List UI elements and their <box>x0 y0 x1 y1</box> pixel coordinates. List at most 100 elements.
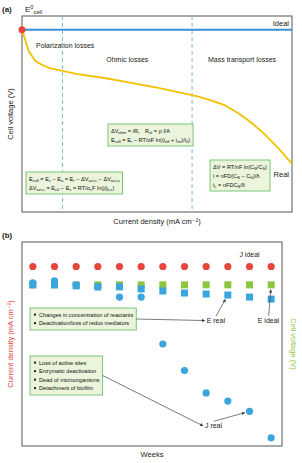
data-point <box>246 281 253 288</box>
text-part: ) <box>188 137 190 143</box>
text-part: F ln(j/j <box>92 185 107 191</box>
bullet <box>34 370 36 372</box>
data-point <box>116 283 123 290</box>
data-point <box>73 281 80 288</box>
data-point <box>29 279 36 286</box>
x-axis-label: Weeks <box>141 450 164 459</box>
equation-box: ΔVohm = iRi Rel = ρ l/AEcell = Er − RT/α… <box>108 124 193 146</box>
data-point <box>181 367 188 374</box>
series-line <box>22 30 292 164</box>
data-point <box>159 263 166 270</box>
data-point <box>268 281 275 288</box>
y-axis-label: Current density (mA cm⁻²) <box>6 300 15 388</box>
equation-box-frame <box>108 124 193 146</box>
text-part: + i <box>169 137 177 143</box>
data-point <box>224 398 231 405</box>
plot-frame <box>22 16 292 212</box>
text-part: = E <box>39 176 49 182</box>
annotation-item: Changes in concentration of reactants <box>39 312 133 318</box>
annotation-item: Loss of active sites <box>39 360 86 366</box>
text-part: − ΔV <box>97 176 111 182</box>
series-line <box>22 29 292 31</box>
region-label: Mass transport losses <box>208 56 277 64</box>
series-label: J real <box>205 422 223 429</box>
e0-point <box>19 26 26 33</box>
data-point <box>138 293 145 300</box>
equation-box: Ecell = Ec − Ea = Er − ΔVact,c − ΔVact,a… <box>26 172 123 194</box>
data-point <box>159 287 166 294</box>
annotation-frame <box>30 356 103 395</box>
annotation-arrow <box>103 376 203 426</box>
equation: i = nFD(CB − CS)/δ <box>213 173 259 181</box>
text-part: = E <box>45 185 55 191</box>
data-point <box>268 263 275 270</box>
panel-title: (a) <box>2 5 12 14</box>
data-point <box>203 389 210 396</box>
bullet <box>34 387 36 389</box>
data-point <box>224 281 231 288</box>
x-axis-label: Current density (mA cm⁻²) <box>113 217 201 226</box>
label-arrow <box>216 299 225 316</box>
data-point <box>116 293 123 300</box>
label-arrow <box>214 413 245 422</box>
data-point <box>94 283 101 290</box>
data-point <box>116 263 123 270</box>
text-part: − ΔV <box>75 176 89 182</box>
text-part: /δ <box>240 182 245 188</box>
bullet <box>34 362 36 364</box>
data-point <box>51 277 58 284</box>
y2-axis-label: Cell voltage (V) <box>289 318 298 370</box>
annotation-item: Detachment of biofilm <box>39 385 93 391</box>
text-part: act,a <box>111 178 120 183</box>
bullet <box>34 379 36 381</box>
annotation-frame <box>30 308 136 330</box>
text-part: = RT/α <box>71 185 90 191</box>
equation-box: ΔV = RT/nF ln(CB/CS)i = nFD(CB − CS)/δiL… <box>210 160 270 191</box>
text-part: − E <box>59 185 69 191</box>
text-part: − E <box>51 176 61 182</box>
plot-frame <box>22 242 282 446</box>
text-part: − C <box>240 173 250 179</box>
equation: Ecell = Er − RT/αF ln((ieff + iint)/i0) <box>111 137 190 145</box>
text-part: = nFDC <box>217 182 238 188</box>
bullet <box>34 322 36 324</box>
equation: Ecell = Ec − Ea = Er − ΔVact,c − ΔVact,a <box>29 176 120 184</box>
series-label: Ideal <box>273 19 290 28</box>
data-point <box>73 263 80 270</box>
text-part: cell <box>34 9 43 15</box>
text-part: act,c <box>36 187 44 192</box>
region-label: Ohmic losses <box>106 56 149 63</box>
label-arrow <box>269 290 271 316</box>
data-point <box>246 263 253 270</box>
equation: ΔVohm = iRi Rel = ρ l/A <box>111 128 170 136</box>
text-part: ) <box>265 164 267 170</box>
annotation-item: Deactivation/loss of redox mediators <box>39 320 129 326</box>
data-point <box>29 263 36 270</box>
annotation-arrow <box>136 319 204 321</box>
data-point <box>138 285 145 292</box>
panel-title: (b) <box>2 231 13 240</box>
equation-box-frame <box>210 160 270 191</box>
data-point <box>181 263 188 270</box>
text-part: = E <box>121 137 131 143</box>
text-part: = ρ l/A <box>152 128 170 134</box>
data-point <box>224 263 231 270</box>
data-point <box>246 294 253 301</box>
series-label: E ideal <box>258 317 280 324</box>
annotation-item: Dead of microorganisms <box>39 377 100 383</box>
data-point <box>268 434 275 441</box>
data-point <box>159 281 166 288</box>
data-point <box>138 263 145 270</box>
region-divider <box>192 16 193 212</box>
data-point <box>203 263 210 270</box>
plot-area <box>22 30 292 164</box>
figure: (a) Current density (mA cm⁻²) Cell voltage… <box>0 0 302 463</box>
bullet <box>34 314 36 316</box>
y-axis-label: Cell voltage (V) <box>6 88 15 140</box>
series-label: J ideal <box>239 251 260 258</box>
text-part: − RT/αF ln((i <box>132 137 165 143</box>
data-point <box>181 290 188 297</box>
annotation-box: Changes in concentration of reactants Dea… <box>30 308 136 330</box>
data-point <box>203 281 210 288</box>
e0-label: E0cell <box>25 4 42 16</box>
